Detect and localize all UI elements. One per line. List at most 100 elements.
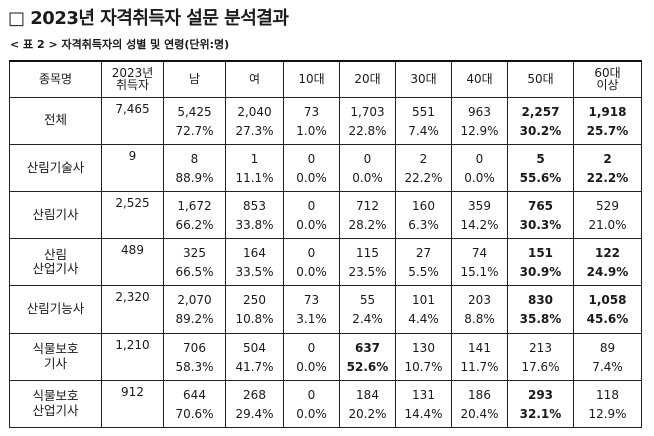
data-cell: 0 0.0% (283, 332, 340, 381)
data-cell: 529 21.0% (573, 190, 642, 240)
data-cell: 963 12.9% (451, 96, 508, 145)
cell-count: 0 (307, 340, 316, 355)
cell-count: 765 (527, 199, 554, 213)
cell-count: 1,703 (350, 104, 385, 119)
cell-count: 203 (468, 293, 491, 308)
total-cell: 2,320 (101, 285, 164, 334)
data-cell: 2,257 30.2% (507, 96, 574, 145)
data-cell: 268 29.4% (225, 379, 284, 429)
table-body: 전체 7,465 5,425 72.7% 2,040 27.3% 73 1.0% 1,703 22… (9, 96, 642, 429)
cell-percent: 58.3% (175, 359, 214, 374)
data-cell: 151 30.9% (507, 238, 574, 287)
total-cell: 7,465 (101, 96, 164, 145)
cell-percent: 1.0% (296, 123, 327, 138)
cell-percent: 17.6% (521, 359, 560, 374)
data-cell: 184 20.2% (339, 379, 396, 429)
cell-percent: 10.7% (404, 359, 443, 374)
data-cell: 89 7.4% (573, 332, 642, 381)
data-cell: 1,918 25.7% (573, 96, 642, 145)
total-cell: 2,525 (101, 190, 164, 240)
row-header-line: 전체 (43, 112, 67, 128)
table-row: 산림기술사 9 8 88.9% 1 11.1% 0 0.0% 0 0.0% 2 22.2% 0 0.0% 5… (9, 143, 642, 192)
cell-count: 1,058 (588, 293, 627, 308)
table-row: 산림 산업기사 489 325 66.5% 164 33.5% 0 0.0% 115 23.5% 27… (9, 238, 642, 287)
cell-count: 551 (412, 104, 435, 119)
cell-percent: 6.3% (408, 218, 439, 232)
cell-percent: 29.4% (235, 406, 274, 421)
cell-percent: 0.0% (296, 170, 327, 185)
data-cell: 122 24.9% (573, 238, 642, 287)
data-cell: 325 66.5% (163, 238, 226, 287)
row-header-line: 산업기사 (32, 402, 79, 418)
data-cell: 712 28.2% (339, 190, 396, 240)
cell-count: 131 (412, 387, 435, 402)
col-header-male: 남 (163, 60, 226, 98)
data-cell: 213 17.6% (507, 332, 574, 381)
cell-count: 963 (468, 104, 491, 119)
cell-count: 8 (190, 151, 199, 166)
cell-count: 55 (359, 293, 376, 308)
cell-count: 164 (243, 246, 266, 261)
row-header-line: 산림 (43, 246, 67, 262)
cell-count: 160 (412, 199, 435, 213)
data-cell: 1,672 66.2% (163, 190, 226, 240)
data-cell: 131 14.4% (395, 379, 452, 429)
cell-percent: 52.6% (346, 359, 389, 374)
data-cell: 73 3.1% (283, 285, 340, 334)
data-cell: 1,058 45.6% (573, 285, 642, 334)
cell-percent: 0.0% (296, 359, 327, 374)
cell-percent: 22.8% (348, 123, 387, 138)
cell-count: 268 (243, 387, 266, 402)
header-line: 60대 (594, 65, 621, 80)
table-row: 산림기사 2,525 1,672 66.2% 853 33.8% 0 0.0% 712 28.2%… (9, 190, 642, 240)
data-cell: 2,070 89.2% (163, 285, 226, 334)
table-row: 전체 7,465 5,425 72.7% 2,040 27.3% 73 1.0% 1,703 22… (9, 96, 642, 145)
cell-count: 0 (475, 151, 484, 166)
cell-count: 0 (307, 387, 316, 402)
row-header-line: 식물보호 (32, 341, 79, 357)
cell-percent: 55.6% (519, 170, 562, 185)
row-header: 산림기능사 (9, 285, 102, 334)
cell-percent: 45.6% (586, 312, 629, 327)
cell-percent: 2.4% (352, 312, 383, 327)
cell-count: 118 (596, 387, 619, 402)
cell-count: 213 (529, 340, 552, 355)
cell-percent: 0.0% (296, 218, 327, 232)
cell-percent: 7.4% (408, 123, 439, 138)
cell-percent: 33.8% (235, 218, 274, 232)
cell-percent: 30.2% (519, 123, 562, 138)
page-title: □ 2023년 자격취득자 설문 분석결과 (8, 8, 289, 29)
data-cell: 2 22.2% (395, 143, 452, 192)
cell-percent: 7.4% (592, 359, 623, 374)
col-header-female: 여 (225, 60, 284, 98)
cell-count: 0 (307, 151, 316, 166)
data-cell: 0 0.0% (283, 238, 340, 287)
col-header-40s: 40대 (451, 60, 508, 98)
cell-count: 712 (356, 199, 379, 213)
cell-percent: 88.9% (175, 170, 214, 185)
cell-count: 141 (468, 340, 491, 355)
data-cell: 203 8.8% (451, 285, 508, 334)
cell-percent: 25.7% (586, 123, 629, 138)
cell-count: 186 (468, 387, 491, 402)
cell-percent: 11.7% (460, 359, 499, 374)
data-cell: 853 33.8% (225, 190, 284, 240)
table-row: 식물보호 기사 1,210 706 58.3% 504 41.7% 0 0.0% 637 52.6%… (9, 332, 642, 381)
row-header: 산림기사 (9, 190, 102, 240)
cell-count: 73 (303, 104, 320, 119)
cell-percent: 23.5% (348, 265, 387, 280)
cell-count: 1,672 (177, 199, 212, 213)
cell-count: 27 (415, 246, 432, 261)
cell-count: 644 (183, 387, 206, 402)
data-cell: 0 0.0% (283, 143, 340, 192)
data-cell: 0 0.0% (283, 190, 340, 240)
cell-percent: 0.0% (352, 170, 383, 185)
cell-count: 2 (419, 151, 428, 166)
row-header-line: 식물보호 (32, 388, 79, 404)
cell-percent: 66.5% (175, 265, 214, 280)
cell-percent: 3.1% (296, 312, 327, 327)
data-cell: 1,703 22.8% (339, 96, 396, 145)
data-cell: 0 0.0% (339, 143, 396, 192)
cell-count: 151 (527, 246, 554, 261)
cell-percent: 10.8% (235, 312, 274, 327)
